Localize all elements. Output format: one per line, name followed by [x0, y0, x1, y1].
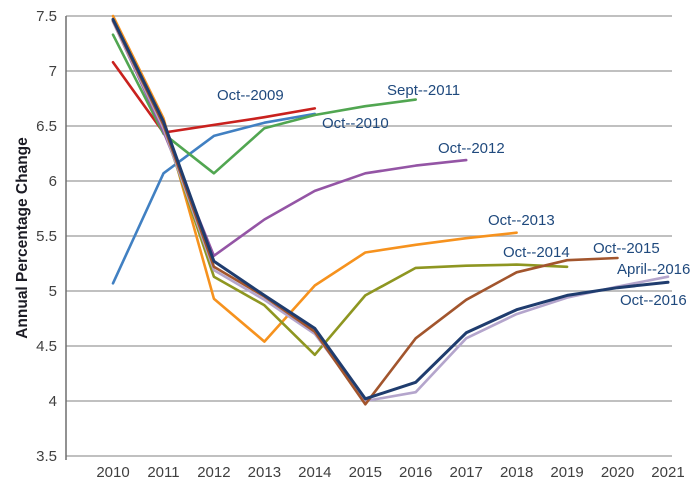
y-tick-label: 7 — [49, 63, 57, 80]
y-tick-label: 5.5 — [36, 228, 57, 245]
series-line-sept-2011 — [111, 33, 418, 175]
series-line-oct-2009 — [111, 60, 317, 134]
y-tick-label: 5 — [49, 283, 57, 300]
series-label-oct-2012: Oct--2012 — [438, 140, 505, 157]
x-tick-label: 2013 — [248, 464, 281, 481]
y-tick-label: 6.5 — [36, 118, 57, 135]
series-line-oct-2010 — [111, 112, 317, 285]
x-tick-label: 2020 — [601, 464, 634, 481]
y-tick-label: 4 — [49, 393, 57, 410]
y-tick-label: 3.5 — [36, 448, 57, 465]
series-label-oct-2015: Oct--2015 — [593, 240, 660, 257]
x-tick-label: 2016 — [399, 464, 432, 481]
x-tick-label: 2010 — [96, 464, 129, 481]
series-label-oct-2016: Oct--2016 — [620, 292, 687, 309]
x-tick-label: 2011 — [147, 464, 179, 481]
x-tick-label: 2017 — [449, 464, 482, 481]
series-label-oct-2014: Oct--2014 — [503, 244, 570, 261]
series-line-oct-2016 — [111, 17, 670, 401]
series-label-sept-2011: Sept--2011 — [387, 82, 460, 99]
series-line-oct-2013 — [111, 14, 518, 343]
x-tick-label: 2018 — [500, 464, 533, 481]
series-label-oct-2010: Oct--2010 — [322, 115, 389, 132]
x-tick-label: 2019 — [550, 464, 583, 481]
y-tick-label: 6 — [49, 173, 57, 190]
x-tick-label: 2021 — [651, 464, 684, 481]
series-label-oct-2013: Oct--2013 — [488, 212, 555, 229]
y-tick-label: 7.5 — [36, 8, 57, 25]
series-label-oct-2009: Oct--2009 — [217, 87, 284, 104]
x-tick-label: 2015 — [349, 464, 382, 481]
y-tick-label: 4.5 — [36, 338, 57, 355]
series-label-april-2016: April--2016 — [617, 261, 690, 278]
x-tick-label: 2014 — [298, 464, 331, 481]
series-line-oct-2015 — [111, 19, 619, 406]
x-tick-label: 2012 — [197, 464, 230, 481]
